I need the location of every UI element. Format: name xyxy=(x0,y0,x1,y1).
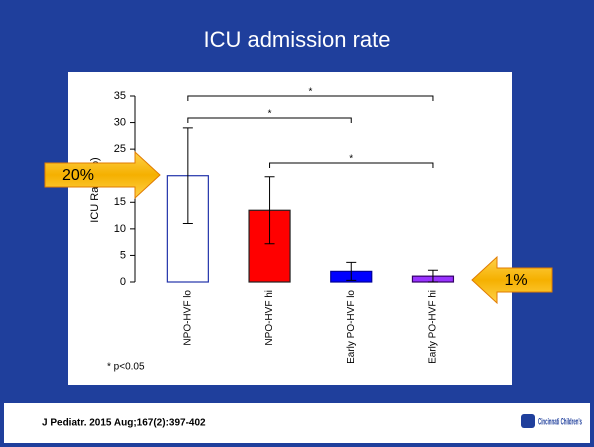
error-bar xyxy=(182,127,193,225)
x-tick-label: Early PO-HVF hi xyxy=(428,290,439,364)
significance-bracket xyxy=(187,117,352,123)
y-tick-label: 0 xyxy=(120,276,126,288)
callout-text: 1% xyxy=(504,272,527,289)
logo-text: Cincinnati Children's xyxy=(538,416,582,426)
logo-icon xyxy=(521,414,535,428)
slide-title: ICU admission rate xyxy=(203,27,390,52)
significance-bracket xyxy=(269,162,434,168)
x-tick-label: NPO-HVF hi xyxy=(264,290,275,346)
note: * p<0.05 xyxy=(107,362,145,373)
y-tick-label: 5 xyxy=(120,249,126,261)
significance-label: * xyxy=(268,109,272,120)
significance-label: * xyxy=(349,154,353,165)
error-bar xyxy=(264,176,275,245)
y-tick-label: 15 xyxy=(114,196,126,208)
callout-arrow xyxy=(44,150,161,200)
y-tick-label: 35 xyxy=(114,90,126,102)
footer-bar xyxy=(4,403,590,443)
citation: J Pediatr. 2015 Aug;167(2):397-402 xyxy=(42,418,206,429)
y-tick-label: 10 xyxy=(114,223,126,235)
significance-label: * xyxy=(308,87,312,98)
x-tick-label: Early PO-HVF lo xyxy=(346,290,357,364)
callout-arrow xyxy=(471,255,553,305)
callouts: 20% 1% xyxy=(44,150,553,305)
y-tick-label: 25 xyxy=(114,143,126,155)
error-bar xyxy=(427,269,438,283)
error-bar xyxy=(346,261,357,281)
y-tick-label: 30 xyxy=(114,116,126,128)
logo: Cincinnati Children's xyxy=(521,414,582,428)
callout-text: 20% xyxy=(62,167,94,184)
x-tick-label: NPO-HVF lo xyxy=(182,290,193,346)
significance-bracket xyxy=(187,95,434,101)
